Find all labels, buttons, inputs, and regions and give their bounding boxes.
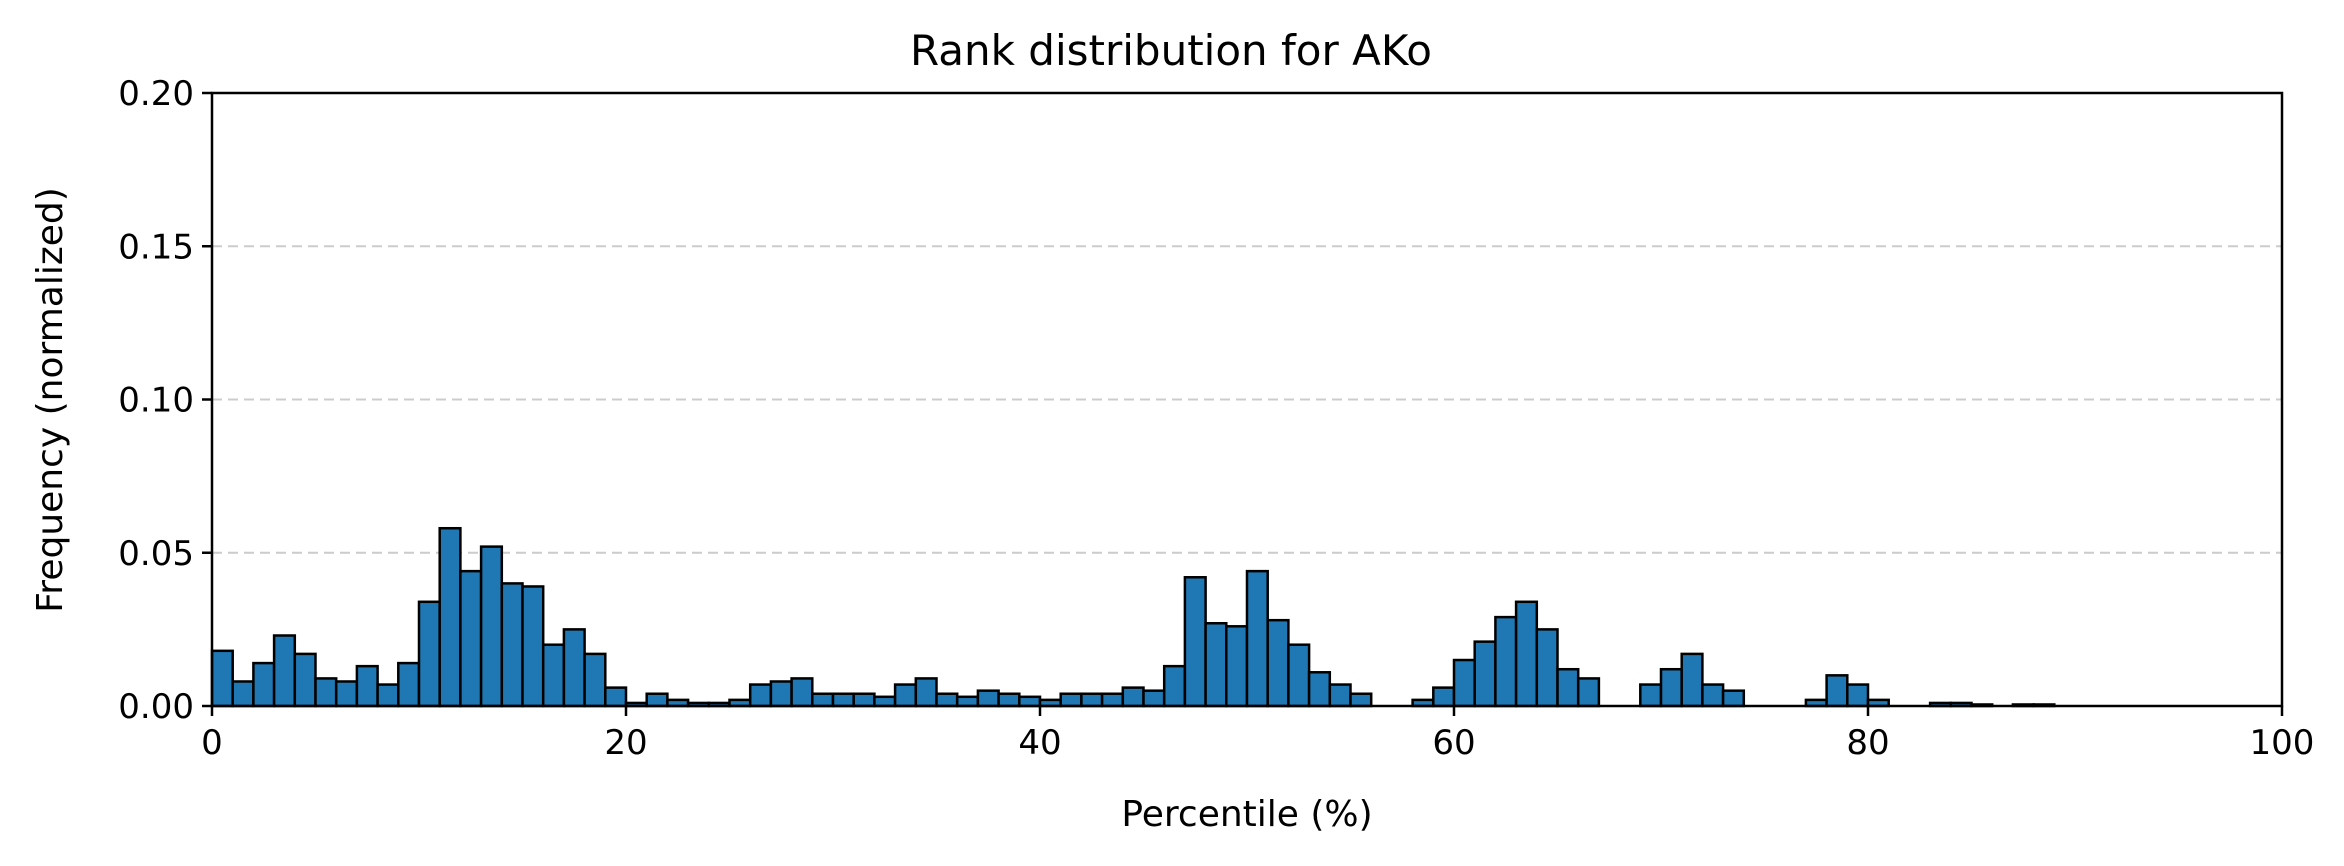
- histogram-bar: [831, 692, 855, 708]
- histogram-bar: [1556, 667, 1580, 708]
- histogram-bar: [334, 680, 359, 708]
- histogram-bar: [1494, 615, 1518, 708]
- histogram-bar: [521, 585, 545, 708]
- histogram-bar: [1018, 695, 1042, 708]
- histogram-bar: [417, 600, 441, 708]
- histogram-bar: [893, 683, 918, 708]
- histogram-bar: [210, 649, 234, 708]
- y-tick-label: 0.10: [118, 381, 194, 421]
- histogram-bar: [1059, 692, 1083, 708]
- histogram-bar: [1266, 618, 1290, 708]
- histogram-bar: [914, 677, 938, 708]
- histogram-bar: [541, 643, 566, 708]
- histogram-bar: [231, 680, 255, 708]
- x-tick-label: 40: [1018, 723, 1061, 763]
- histogram-bar: [1825, 674, 1849, 708]
- y-tick-label: 0.15: [118, 227, 194, 267]
- histogram-bar: [1452, 658, 1476, 708]
- histogram-bar: [1535, 628, 1559, 708]
- x-tick-label: 60: [1432, 723, 1475, 763]
- histogram-bar: [1349, 692, 1373, 708]
- histogram-bar: [1307, 671, 1332, 708]
- histogram-bar: [1183, 576, 1207, 708]
- histogram-bar: [997, 692, 1021, 708]
- histogram-bar: [935, 692, 959, 708]
- histogram-bar: [562, 628, 586, 708]
- histogram-bar: [1659, 667, 1683, 708]
- histogram-bar: [1287, 643, 1311, 708]
- histogram-bar: [1514, 600, 1539, 708]
- bars: [210, 526, 2056, 708]
- histogram-bar: [1162, 664, 1187, 708]
- histogram-bar: [1576, 677, 1601, 708]
- y-axis-ticks: 0.00 0.05 0.10 0.15 0.20: [118, 74, 212, 727]
- histogram-bar: [376, 683, 400, 708]
- histogram-bar: [1328, 683, 1352, 708]
- histogram-bar: [252, 661, 276, 708]
- x-tick-label: 80: [1846, 723, 1889, 763]
- histogram-bar: [479, 545, 504, 708]
- y-axis-label: Frequency (normalized): [30, 187, 71, 613]
- x-tick-label: 20: [604, 723, 647, 763]
- histogram-bar: [1080, 692, 1104, 708]
- histogram-bar: [583, 652, 607, 708]
- x-tick-label: 100: [2250, 723, 2315, 763]
- x-axis-label: Percentile (%): [1121, 794, 1372, 835]
- histogram-bar: [1680, 652, 1704, 708]
- histogram-bar: [438, 526, 462, 708]
- histogram-bar: [873, 695, 897, 708]
- histogram-bar: [955, 695, 980, 708]
- y-tick-label: 0.20: [118, 74, 194, 114]
- histogram-bar: [272, 634, 297, 708]
- histogram-bar: [1701, 683, 1725, 708]
- histogram-bar: [1245, 569, 1269, 708]
- histogram-bar: [1639, 683, 1663, 708]
- histogram-bar: [790, 677, 814, 708]
- histogram-bar: [1432, 686, 1456, 708]
- histogram-bar: [1721, 689, 1746, 708]
- histogram-bar: [1473, 640, 1497, 708]
- histogram-bar: [604, 686, 628, 708]
- histogram-bar: [1100, 692, 1125, 708]
- histogram-bar: [1204, 621, 1228, 708]
- chart-title: Rank distribution for AKo: [910, 26, 1432, 75]
- y-tick-label: 0.05: [118, 534, 194, 574]
- y-tick-label: 0.00: [118, 687, 194, 727]
- histogram-bar: [355, 664, 379, 708]
- histogram-bar: [397, 661, 421, 708]
- x-tick-label: 0: [201, 723, 223, 763]
- histogram-bar: [1225, 625, 1249, 708]
- x-axis-ticks: 0 20 40 60 80 100: [201, 706, 2314, 763]
- histogram-bar: [852, 692, 876, 708]
- histogram-bar: [500, 582, 524, 708]
- histogram-bar: [748, 683, 773, 708]
- histogram-bar: [811, 692, 835, 708]
- histogram-bar: [1121, 686, 1145, 708]
- histogram-bar: [1846, 683, 1870, 708]
- histogram-bar: [314, 677, 338, 708]
- histogram-bar: [459, 569, 483, 708]
- grid-lines: [212, 245, 2282, 554]
- histogram-bar: [1142, 689, 1166, 708]
- histogram-bar: [645, 692, 669, 708]
- histogram-bar: [976, 689, 1000, 708]
- histogram-bar: [769, 680, 793, 708]
- histogram-bar: [293, 652, 317, 708]
